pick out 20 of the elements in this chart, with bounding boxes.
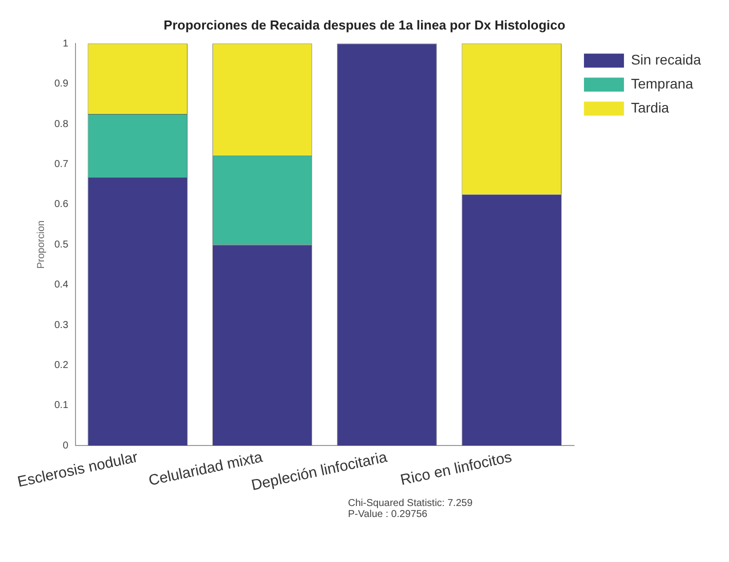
y-tick-label: 1 (62, 38, 69, 50)
text: Chi-Squared Statistic: 7.259 (348, 498, 474, 509)
y-tick-label: 0.7 (54, 158, 69, 170)
y-tick-label: 0.4 (54, 280, 69, 291)
y-tick-label: 0.6 (54, 199, 69, 210)
chart-title: Proporciones de Recaida despues de 1a linea por Dx Histologico (164, 17, 566, 32)
y-tick-label: 0.1 (54, 400, 69, 412)
x-tick-label: Rico en linfocitos (398, 448, 514, 489)
x-tick-label: Esclerosis nodular (16, 448, 140, 491)
y-axis-title: Proporcion (36, 220, 48, 269)
legend-label: Tardia (630, 99, 670, 116)
legend-label: Sin recaida (630, 51, 702, 68)
legend-label: Temprana (630, 75, 694, 92)
text: P-Value : 0.29756 (348, 509, 428, 520)
y-tick-label: 0.8 (54, 118, 69, 130)
y-tick-label: 0.5 (54, 239, 69, 250)
y-tick-label: 0.3 (54, 320, 69, 331)
y-tick-label: 0.9 (54, 78, 69, 90)
y-tick-label: 0.2 (54, 360, 69, 371)
y-tick-label: 0 (62, 440, 69, 452)
